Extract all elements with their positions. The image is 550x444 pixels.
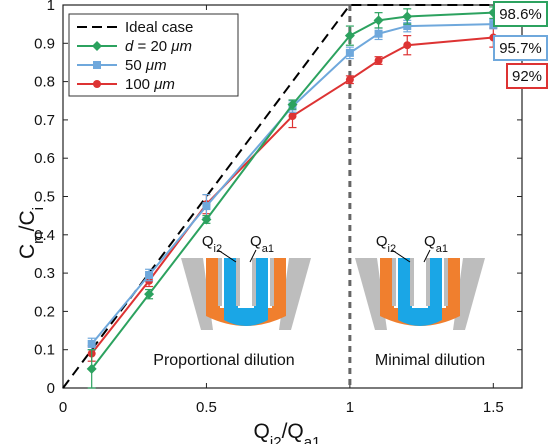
- data-point: [87, 339, 96, 348]
- callout: 98.6%: [493, 1, 548, 27]
- channel-inset: Qi2 Qa1: [355, 233, 485, 330]
- legend-label: 100 μm: [125, 76, 175, 93]
- y-axis-ticks: 0 0.1 0.2 0.3 0.4 0.5 0.6 0.7 0.8 0.9 1: [34, 0, 522, 397]
- data-point: [202, 202, 211, 211]
- callout-text: 98.6%: [499, 6, 542, 23]
- data-point: [93, 61, 101, 69]
- data-point: [144, 289, 155, 300]
- data-point: [86, 363, 97, 374]
- arrow-qa1: [249, 249, 257, 263]
- legend-item: Ideal case: [77, 19, 193, 36]
- series-line: [90, 23, 494, 345]
- separator: [426, 258, 430, 306]
- callout-text: 92%: [512, 68, 542, 85]
- legend-label: 50 μm: [125, 57, 167, 74]
- x-tick-label: 1.5: [483, 399, 504, 416]
- data-point: [373, 15, 384, 26]
- separator: [270, 258, 274, 306]
- data-point: [345, 48, 354, 57]
- data-point: [345, 75, 354, 84]
- y-tick-label: 0.6: [34, 150, 55, 167]
- y-tick-label: 0.2: [34, 303, 55, 320]
- y-tick-label: 1: [47, 0, 55, 14]
- data-point: [145, 271, 154, 280]
- separator: [392, 258, 396, 306]
- data-point: [402, 11, 413, 22]
- callout-box: [493, 35, 548, 61]
- channel-inset: Qi2 Qa1: [181, 233, 311, 330]
- inset-label-qa1: Qa1: [250, 233, 274, 255]
- channel-insets: Qi2 Qa1 Qi2 Qa1: [181, 233, 485, 330]
- series-line: [90, 11, 494, 370]
- data-point: [92, 41, 102, 51]
- arrow-qi2: [217, 249, 237, 263]
- blue-flow: [398, 258, 442, 326]
- legend-item: d = 20 μm: [77, 38, 192, 55]
- wall-left: [355, 258, 387, 330]
- callout-box: [493, 1, 548, 27]
- data-point: [374, 56, 383, 65]
- legend: Ideal case d = 20 μm 50 μm 100 μm: [68, 13, 239, 97]
- series-diamond: [86, 6, 499, 389]
- legend-label: Ideal case: [125, 19, 193, 36]
- data-point: [201, 214, 212, 225]
- arrow-qi2: [391, 249, 411, 263]
- svg-text:Qi2/Qa1: Qi2/Qa1: [254, 420, 321, 444]
- y-axis-label: Cm/Ci: [16, 207, 47, 259]
- data-point: [374, 29, 383, 38]
- x-tick-label: 1: [346, 399, 354, 416]
- y-tick-label: 0.8: [34, 74, 55, 91]
- inset-label-qi2: Qi2: [376, 233, 396, 255]
- arrow-qa1: [423, 249, 431, 263]
- legend-item: 50 μm: [77, 57, 167, 74]
- wall-left: [181, 258, 213, 330]
- separator: [218, 258, 222, 306]
- x-tick-label: 0.5: [196, 399, 217, 416]
- legend-item: 100 μm: [77, 76, 175, 93]
- region-label-proportional: Proportional dilution: [153, 352, 294, 369]
- data-point: [287, 99, 298, 110]
- wall-right: [453, 258, 485, 330]
- data-point: [344, 30, 355, 41]
- blue-flow: [224, 258, 268, 326]
- data-point: [403, 41, 412, 50]
- y-tick-label: 0.4: [34, 227, 55, 244]
- x-tick-label: 0: [59, 399, 67, 416]
- svg-text:Cm/Ci: Cm/Ci: [16, 207, 47, 259]
- y-tick-label: 0.7: [34, 112, 55, 129]
- y-tick-label: 0: [47, 380, 55, 397]
- series-layer: [86, 6, 499, 389]
- legend-label: d = 20 μm: [125, 38, 192, 55]
- region-label-minimal: Minimal dilution: [375, 352, 485, 369]
- inset-label-qi2: Qi2: [202, 233, 222, 255]
- series-line: [90, 36, 494, 355]
- separator: [252, 258, 256, 306]
- separator: [236, 258, 240, 306]
- callout-box: [506, 63, 548, 89]
- callouts: 98.6% 95.7% 92%: [493, 1, 548, 89]
- data-point: [93, 80, 101, 88]
- callout: 92%: [506, 63, 548, 89]
- data-point: [403, 22, 412, 31]
- y-tick-label: 0.3: [34, 265, 55, 282]
- inset-label-qa1: Qa1: [424, 233, 448, 255]
- separator: [410, 258, 414, 306]
- callout: 95.7%: [493, 35, 548, 61]
- y-tick-label: 0.5: [34, 189, 55, 206]
- data-point: [288, 112, 297, 121]
- x-axis-label: Qi2/Qa1: [254, 420, 321, 444]
- y-axis-label-main: Cm/Ci: [16, 207, 47, 259]
- separator: [444, 258, 448, 306]
- y-tick-label: 0.9: [34, 35, 55, 52]
- callout-text: 95.7%: [499, 40, 542, 57]
- wall-right: [279, 258, 311, 330]
- y-tick-label: 0.1: [34, 342, 55, 359]
